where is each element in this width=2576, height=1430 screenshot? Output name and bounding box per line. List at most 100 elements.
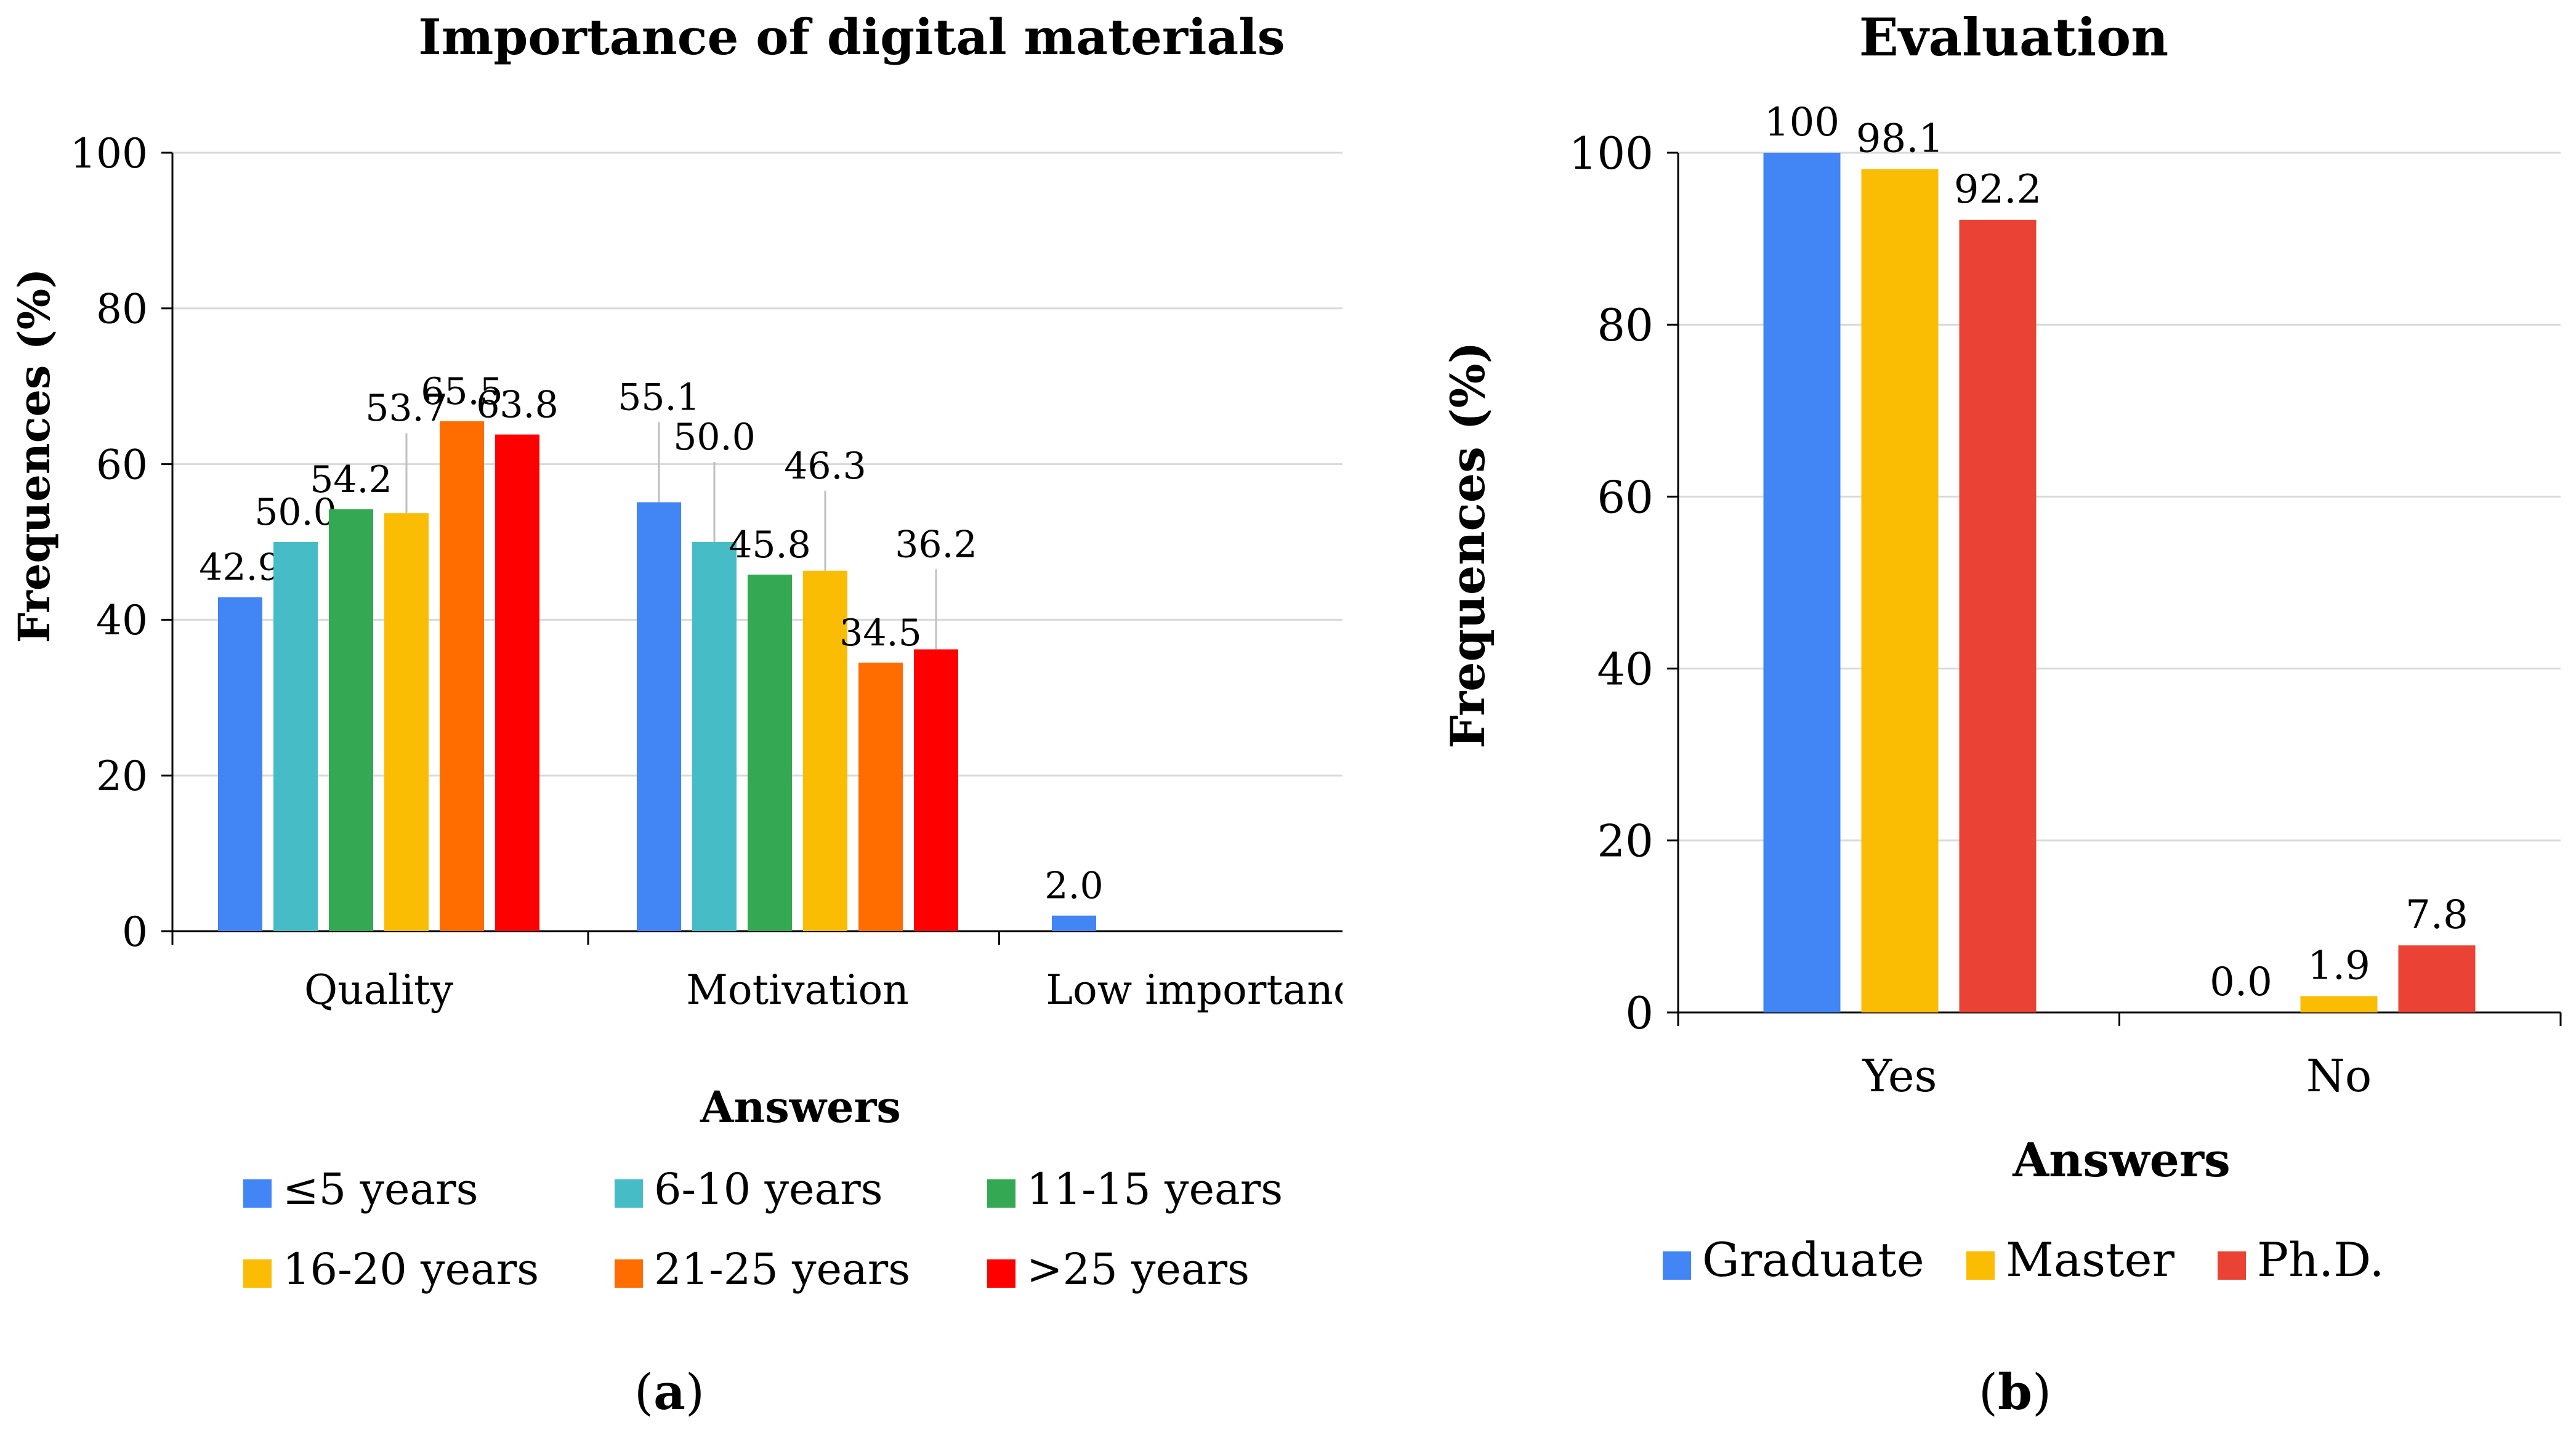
bar bbox=[384, 513, 429, 931]
legend-swatch bbox=[2218, 1251, 2246, 1280]
data-label: 65.5 bbox=[421, 370, 503, 413]
bar bbox=[329, 509, 373, 931]
data-label: 50.0 bbox=[673, 416, 756, 459]
bar bbox=[273, 542, 318, 931]
legend-item: 21-25 years bbox=[615, 1244, 910, 1295]
y-tick-label: 20 bbox=[1597, 815, 1653, 867]
legend-swatch bbox=[243, 1179, 272, 1208]
y-tick-label: 20 bbox=[96, 753, 148, 800]
x-category-label: Low importanc bbox=[1046, 966, 1356, 1014]
legend: ≤5 years 6-10 years 11-15 years 16-20 years… bbox=[243, 1164, 1283, 1295]
y-tick-label: 100 bbox=[1569, 127, 1653, 179]
legend-swatch bbox=[1663, 1251, 1691, 1280]
bar bbox=[2398, 945, 2476, 1012]
data-label: 42.9 bbox=[199, 546, 281, 589]
legend-swatch bbox=[615, 1179, 643, 1208]
bar bbox=[2300, 996, 2378, 1012]
y-tick-label: 80 bbox=[1597, 299, 1653, 351]
legend-item: 16-20 years bbox=[243, 1244, 539, 1295]
y-tick-label: 40 bbox=[96, 597, 148, 644]
series-2: 92.2 7.8 bbox=[1954, 167, 2476, 1013]
x-category-label: Motivation bbox=[686, 966, 908, 1014]
data-label: 7.8 bbox=[2405, 892, 2468, 938]
legend-label: >25 years bbox=[1027, 1244, 1250, 1295]
chart-title: Evaluation bbox=[1859, 7, 2168, 68]
panel-label: (b) bbox=[1979, 1363, 2051, 1421]
legend-label: Graduate bbox=[1702, 1232, 1924, 1287]
y-tick-label: 60 bbox=[1597, 471, 1653, 523]
data-label: 54.2 bbox=[310, 458, 392, 501]
data-label: 53.7 bbox=[365, 387, 448, 430]
data-label: 50.0 bbox=[254, 491, 337, 534]
legend-item: 6-10 years bbox=[615, 1164, 883, 1214]
panel-letter: a bbox=[653, 1363, 685, 1421]
legend-swatch bbox=[987, 1179, 1015, 1208]
series-0: 100 0.0 bbox=[1763, 100, 2272, 1012]
data-label: 63.8 bbox=[476, 384, 559, 427]
bar bbox=[748, 575, 792, 931]
bar bbox=[692, 542, 737, 931]
legend-label: Ph.D. bbox=[2257, 1232, 2384, 1287]
x-category-label: Yes bbox=[1862, 1050, 1937, 1102]
bar bbox=[858, 662, 903, 931]
legend-item: Graduate bbox=[1663, 1232, 1924, 1287]
y-tick-label: 60 bbox=[96, 441, 148, 488]
data-label: 1.9 bbox=[2307, 943, 2370, 988]
data-label: 2.0 bbox=[1044, 865, 1103, 908]
data-label: 98.1 bbox=[1856, 116, 1944, 162]
bar bbox=[637, 502, 681, 931]
legend-item: Ph.D. bbox=[2218, 1232, 2384, 1287]
legend-item: 11-15 years bbox=[987, 1164, 1283, 1214]
x-category-label: No bbox=[2306, 1050, 2372, 1102]
bar bbox=[1861, 169, 1939, 1013]
legend-swatch bbox=[987, 1259, 1015, 1288]
data-label: 100 bbox=[1764, 100, 1839, 145]
panel-letter: b bbox=[1998, 1363, 2032, 1421]
bar bbox=[1052, 915, 1096, 931]
x-axis-title: Answers bbox=[700, 1081, 901, 1133]
series-0: 42.9 55.1 2.0 bbox=[199, 376, 1104, 931]
series-1: 50.0 50.0 bbox=[254, 416, 756, 931]
legend-swatch bbox=[243, 1259, 272, 1288]
bar bbox=[1763, 153, 1841, 1012]
y-tick-label: 100 bbox=[70, 130, 148, 177]
y-tick-label: 80 bbox=[96, 286, 148, 333]
legend-label: Master bbox=[2006, 1232, 2175, 1287]
y-axis-title: Frequences (%) bbox=[1440, 341, 1495, 748]
data-label: 55.1 bbox=[618, 376, 700, 419]
legend-item: >25 years bbox=[987, 1244, 1250, 1295]
y-tick-label: 0 bbox=[122, 908, 148, 956]
legend-label: 6-10 years bbox=[654, 1164, 883, 1214]
series-5: 63.8 36.2 bbox=[476, 384, 977, 931]
data-label: 46.3 bbox=[784, 445, 866, 488]
legend-item: Master bbox=[1966, 1232, 2175, 1287]
chart-b: Evaluation 0 20 40 60 80 100 Yes No 100 0.0 98.1 1.9… bbox=[1440, 7, 2562, 1421]
legend-label: 11-15 years bbox=[1027, 1164, 1283, 1214]
bar bbox=[218, 597, 262, 931]
data-label: 0.0 bbox=[2210, 959, 2272, 1005]
bar bbox=[440, 421, 484, 931]
bar bbox=[914, 649, 958, 931]
x-axis-title: Answers bbox=[2012, 1133, 2231, 1187]
data-label: 45.8 bbox=[729, 523, 811, 567]
data-label: 36.2 bbox=[895, 523, 977, 566]
data-label: 92.2 bbox=[1954, 167, 2042, 212]
legend-swatch bbox=[1966, 1251, 1995, 1280]
legend-label: 21-25 years bbox=[654, 1244, 910, 1295]
series-3: 53.7 46.3 bbox=[365, 387, 866, 931]
x-category-label: Quality bbox=[304, 966, 454, 1014]
chart-title: Importance of digital materials bbox=[418, 8, 1285, 66]
legend: Graduate Master Ph.D. bbox=[1663, 1232, 2384, 1287]
legend-item: ≤5 years bbox=[243, 1164, 478, 1214]
bar bbox=[495, 434, 539, 931]
series-4: 65.5 34.5 bbox=[421, 370, 922, 931]
bar bbox=[803, 570, 847, 931]
chart-a: Importance of digital materials 0 20 40 60 80… bbox=[9, 8, 1356, 1421]
y-tick-label: 40 bbox=[1597, 644, 1653, 695]
legend-label: ≤5 years bbox=[283, 1164, 478, 1214]
legend-label: 16-20 years bbox=[283, 1244, 539, 1295]
panel-label: (a) bbox=[634, 1363, 705, 1421]
y-tick-label: 0 bbox=[1625, 987, 1653, 1039]
legend-swatch bbox=[615, 1259, 643, 1288]
